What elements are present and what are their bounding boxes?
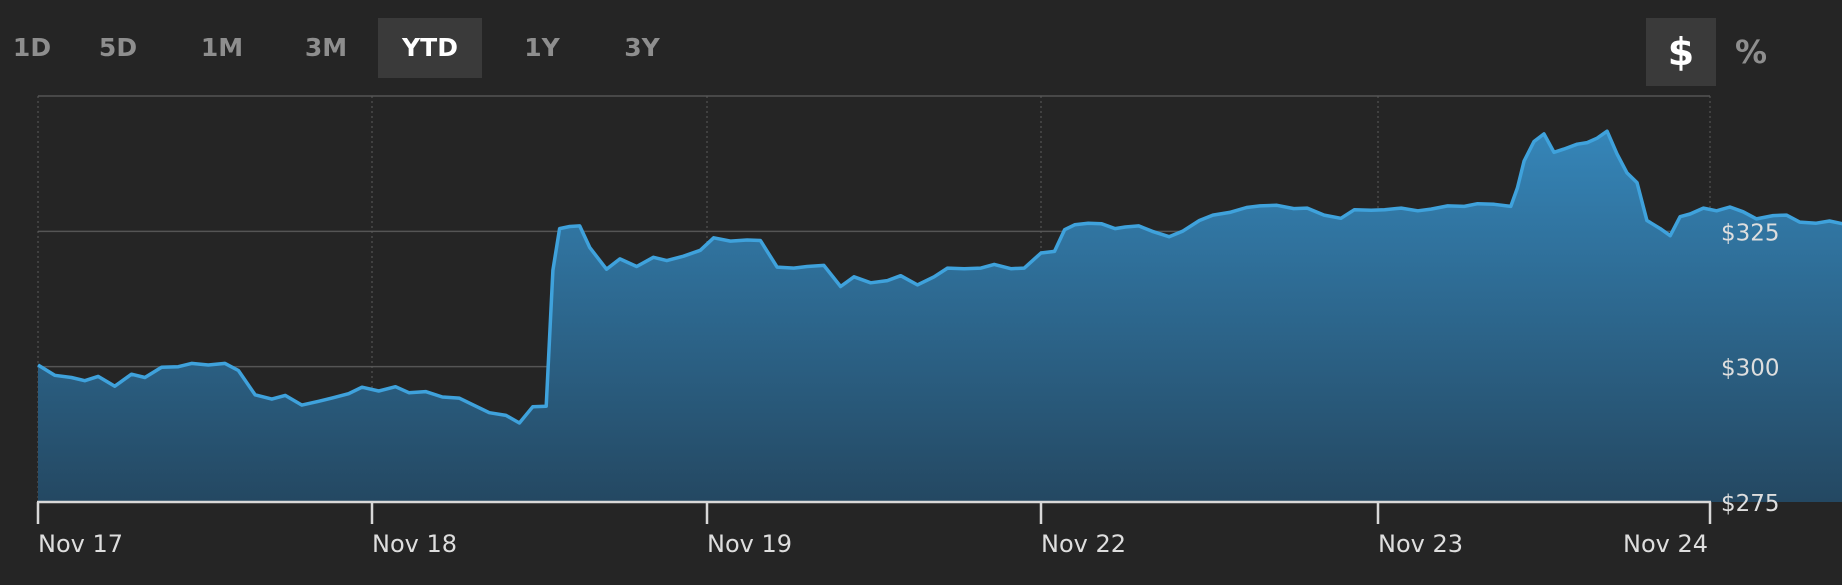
range-tab-ytd[interactable]: YTD — [378, 18, 482, 78]
x-tick-label: Nov 24 — [1623, 530, 1708, 558]
dollar-mode-button[interactable]: $ — [1646, 18, 1716, 86]
x-tick-label: Nov 19 — [707, 530, 792, 558]
x-tick-label: Nov 23 — [1378, 530, 1463, 558]
price-area — [38, 131, 1842, 502]
y-tick-label: $300 — [1721, 356, 1780, 382]
percent-mode-button[interactable]: % — [1734, 33, 1768, 71]
range-tab-3m[interactable]: 3M — [304, 33, 348, 62]
range-tab-1m[interactable]: 1M — [200, 33, 244, 62]
axis-layer — [36, 500, 1712, 524]
range-tab-1d[interactable]: 1D — [12, 33, 52, 62]
range-tab-5d[interactable]: 5D — [98, 33, 138, 62]
x-tick-label: Nov 22 — [1041, 530, 1126, 558]
y-tick-label: $275 — [1721, 491, 1780, 517]
x-axis-labels: Nov 17 Nov 18 Nov 19 Nov 22 Nov 23 Nov 24 — [38, 530, 1708, 558]
y-tick-label: $325 — [1721, 220, 1780, 246]
range-tab-1y[interactable]: 1Y — [524, 33, 560, 62]
range-tabs: 1D 5D 1M 3M YTD 1Y 3Y — [0, 18, 682, 78]
value-mode-toggle: $ % — [1646, 18, 1786, 86]
price-line — [37, 129, 1842, 425]
x-tick-label: Nov 17 — [38, 530, 123, 558]
x-tick-label: Nov 18 — [372, 530, 457, 558]
y-axis-labels: $275 $300 $325 — [1721, 220, 1780, 517]
range-tab-3y[interactable]: 3Y — [624, 33, 660, 62]
